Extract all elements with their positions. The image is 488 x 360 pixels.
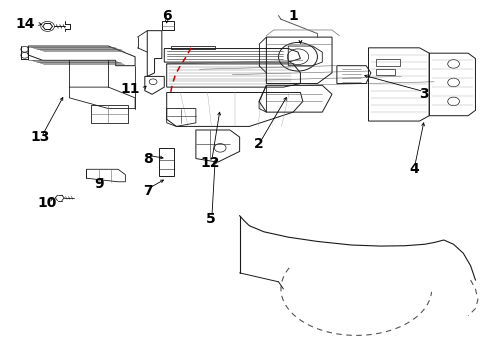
Text: 7: 7: [143, 184, 153, 198]
Text: 12: 12: [200, 156, 220, 170]
Text: 14: 14: [15, 17, 35, 31]
Text: 3: 3: [419, 87, 428, 101]
Text: 4: 4: [409, 162, 419, 176]
Text: 1: 1: [287, 9, 297, 23]
Text: 13: 13: [30, 130, 50, 144]
Text: 6: 6: [162, 9, 171, 23]
Text: 10: 10: [38, 196, 57, 210]
Text: 5: 5: [205, 212, 215, 226]
Text: 8: 8: [143, 152, 153, 166]
Text: 11: 11: [120, 82, 140, 96]
Text: 2: 2: [254, 137, 264, 151]
Text: 9: 9: [94, 176, 103, 190]
